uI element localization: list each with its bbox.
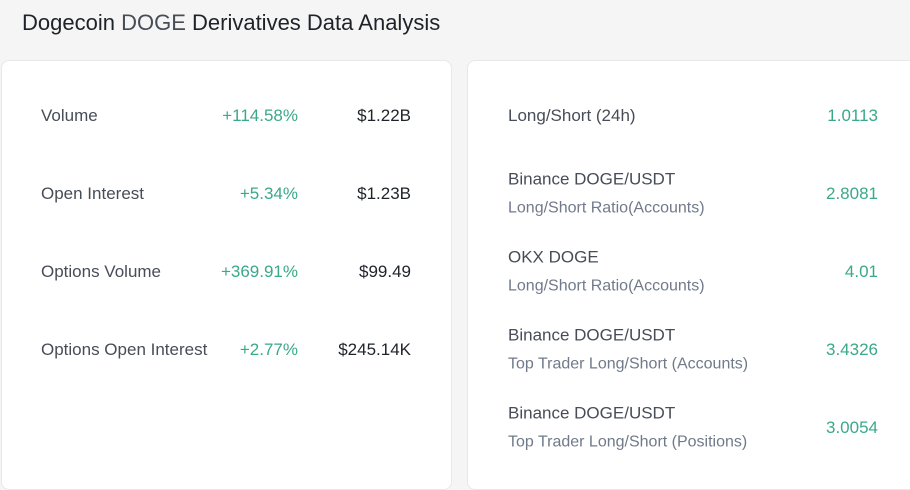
stat-label: Options Open Interest [41, 340, 208, 359]
ratio-value: 3.0054 [826, 418, 878, 437]
ratio-label-sub: Top Trader Long/Short (Positions) [508, 433, 748, 451]
ratio-value: 1.0113 [827, 106, 878, 125]
ratio-label-main: Binance DOGE/USDT [508, 169, 676, 189]
stat-amount: $245.14K [338, 340, 411, 359]
stat-amount: $1.23B [357, 184, 411, 203]
ratio-label: Long/Short (24h) [508, 105, 636, 127]
ratio-label: Binance DOGE/USDT Top Trader Long/Short … [508, 325, 748, 376]
stat-row-volume: Volume +114.58% $1.22B [2, 96, 451, 136]
stat-change: +5.34% [239, 184, 298, 203]
stat-label: Open Interest [41, 184, 145, 203]
ratio-row-binance-top-positions: Binance DOGE/USDT Top Trader Long/Short … [468, 404, 910, 451]
ratio-value: 2.8081 [826, 184, 878, 203]
ratio-label-sub: Top Trader Long/Short (Accounts) [508, 355, 749, 373]
stat-amount: $99.49 [359, 262, 411, 281]
ratio-row-okx-accounts: OKX DOGE Long/Short Ratio(Accounts) 4.01 [468, 248, 910, 295]
ratio-label-main: OKX DOGE [508, 247, 599, 267]
stat-row-options-open-interest: Options Open Interest +2.77% $245.14K [2, 330, 451, 370]
ratio-row-24h: Long/Short (24h) 1.0113 [468, 96, 910, 136]
ratio-label-main: Long/Short (24h) [508, 106, 636, 125]
ratio-label-main: Binance DOGE/USDT [508, 325, 676, 345]
ratio-label: Binance DOGE/USDT Top Trader Long/Short … [508, 403, 747, 454]
stat-change: +369.91% [220, 262, 298, 281]
coin-symbol: DOGE [121, 10, 186, 35]
stat-label: Volume [41, 106, 98, 125]
ratio-label-main: Binance DOGE/USDT [508, 403, 676, 423]
stat-row-open-interest: Open Interest +5.34% $1.23B [2, 174, 451, 214]
derivatives-stats-card: Volume +114.58% $1.22B Open Interest +5.… [1, 60, 452, 490]
ratio-label-sub: Long/Short Ratio(Accounts) [508, 277, 705, 295]
ratio-value: 3.4326 [826, 340, 878, 359]
page-title: Dogecoin DOGE Derivatives Data Analysis [22, 8, 440, 38]
title-suffix: Derivatives Data Analysis [192, 10, 441, 35]
ratio-value: 4.01 [844, 262, 878, 281]
ratio-row-binance-top-accounts: Binance DOGE/USDT Top Trader Long/Short … [468, 326, 910, 373]
stat-amount: $1.22B [357, 106, 411, 125]
ratio-row-binance-accounts: Binance DOGE/USDT Long/Short Ratio(Accou… [468, 170, 910, 217]
ratio-label-sub: Long/Short Ratio(Accounts) [508, 199, 705, 217]
coin-name: Dogecoin [22, 10, 115, 35]
ratio-label: Binance DOGE/USDT Long/Short Ratio(Accou… [508, 169, 705, 220]
stat-change: +2.77% [239, 340, 298, 359]
stat-label: Options Volume [41, 262, 162, 281]
stat-row-options-volume: Options Volume +369.91% $99.49 [2, 252, 451, 292]
stat-change: +114.58% [222, 106, 298, 125]
long-short-card: Long/Short (24h) 1.0113 Binance DOGE/USD… [467, 60, 910, 490]
ratio-label: OKX DOGE Long/Short Ratio(Accounts) [508, 247, 705, 298]
